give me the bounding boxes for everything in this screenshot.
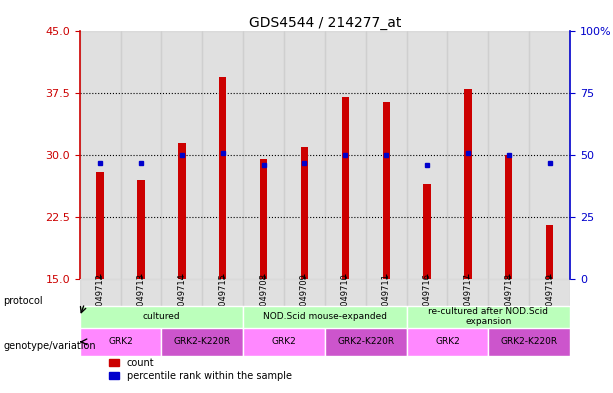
Bar	[325, 328, 406, 356]
Bar	[464, 89, 471, 279]
Text: cultured: cultured	[143, 312, 180, 321]
Bar	[406, 328, 489, 356]
Bar	[243, 306, 406, 328]
Bar	[424, 184, 431, 279]
Bar	[219, 77, 226, 279]
Text: re-cultured after NOD.Scid
expansion: re-cultured after NOD.Scid expansion	[428, 307, 549, 327]
Bar	[284, 31, 325, 279]
Bar	[366, 31, 406, 279]
Bar	[406, 31, 447, 279]
Bar	[529, 279, 570, 328]
Bar	[366, 279, 406, 328]
Bar	[243, 279, 284, 328]
Bar	[80, 306, 243, 328]
Bar	[341, 97, 349, 279]
Bar	[121, 31, 161, 279]
Bar	[161, 31, 202, 279]
Bar	[243, 328, 325, 356]
Bar	[80, 31, 121, 279]
Text: GRK2-K220R: GRK2-K220R	[501, 337, 558, 346]
Text: GRK2-K220R: GRK2-K220R	[173, 337, 231, 346]
Bar	[383, 101, 390, 279]
Bar	[161, 279, 202, 328]
Bar	[202, 31, 243, 279]
Text: NOD.Scid mouse-expanded: NOD.Scid mouse-expanded	[263, 312, 387, 321]
Bar	[96, 172, 104, 279]
Text: GRK2: GRK2	[108, 337, 133, 346]
Bar	[529, 31, 570, 279]
Bar	[137, 180, 145, 279]
Bar	[260, 160, 267, 279]
Bar	[80, 279, 121, 328]
Bar	[447, 279, 489, 328]
Bar	[178, 143, 186, 279]
Bar	[505, 155, 512, 279]
Text: protocol: protocol	[3, 296, 43, 306]
Bar	[325, 279, 366, 328]
Legend: count, percentile rank within the sample: count, percentile rank within the sample	[109, 358, 292, 381]
Bar	[202, 279, 243, 328]
Text: GRK2-K220R: GRK2-K220R	[337, 337, 394, 346]
Bar	[406, 306, 570, 328]
Bar	[301, 147, 308, 279]
Bar	[161, 328, 243, 356]
Bar	[406, 279, 447, 328]
Bar	[489, 31, 529, 279]
Text: GRK2: GRK2	[435, 337, 460, 346]
Bar	[325, 31, 366, 279]
Bar	[546, 226, 554, 279]
Bar	[489, 328, 570, 356]
Bar	[447, 31, 489, 279]
Title: GDS4544 / 214277_at: GDS4544 / 214277_at	[249, 17, 401, 30]
Bar	[284, 279, 325, 328]
Bar	[80, 328, 161, 356]
Text: genotype/variation: genotype/variation	[3, 341, 96, 351]
Bar	[243, 31, 284, 279]
Bar	[489, 279, 529, 328]
Bar	[121, 279, 161, 328]
Text: GRK2: GRK2	[272, 337, 297, 346]
